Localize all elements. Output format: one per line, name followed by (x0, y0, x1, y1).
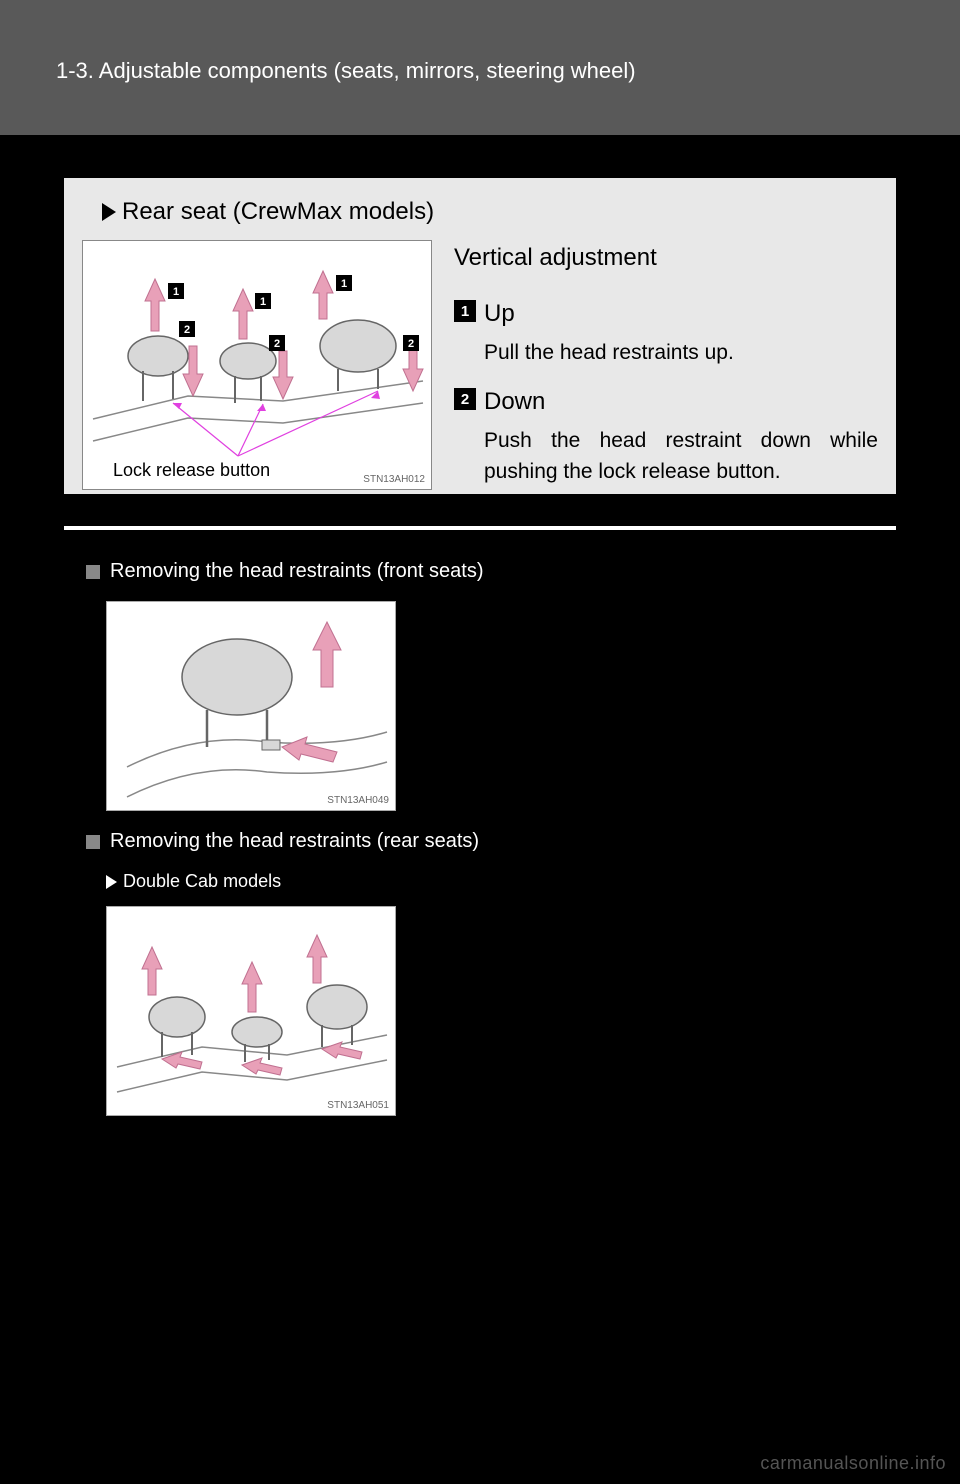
figure-front-seat: STN13AH049 (106, 601, 396, 811)
section-title-1: Removing the head restraints (front seat… (110, 560, 484, 583)
figure-svg-2 (107, 602, 397, 812)
panel-title-row: Rear seat (CrewMax models) (102, 198, 878, 226)
instruction-heading: Vertical adjustment (454, 244, 878, 272)
divider-line (64, 526, 896, 530)
figure-code-1: STN13AH012 (363, 474, 425, 485)
square-bullet-icon (86, 835, 100, 849)
instr-label-2: Down (484, 388, 545, 416)
figure-rear-seat: 1 1 1 2 2 2 Lock (82, 240, 432, 490)
instr-desc-2: Push the head restraint down while pushi… (484, 426, 878, 487)
svg-text:1: 1 (341, 278, 347, 290)
num-badge-1: 1 (454, 300, 476, 322)
figure-code-3: STN13AH051 (327, 1100, 389, 1111)
section-header-1: Removing the head restraints (front seat… (86, 560, 484, 583)
lock-release-label: Lock release button (113, 460, 270, 481)
triangle-right-sm-icon (106, 875, 117, 889)
svg-text:1: 1 (173, 286, 179, 298)
watermark: carmanualsonline.info (760, 1453, 946, 1474)
svg-text:2: 2 (184, 324, 190, 336)
figure-rear-seat-2: STN13AH051 (106, 906, 396, 1116)
section-header-2: Removing the head restraints (rear seats… (86, 830, 479, 853)
section-front-seats: Removing the head restraints (front seat… (86, 560, 484, 811)
triangle-right-icon (102, 203, 116, 221)
sub-label: Double Cab models (123, 871, 281, 892)
grey-instruction-panel: Rear seat (CrewMax models) (64, 178, 896, 494)
instr-desc-1: Pull the head restraints up. (484, 338, 878, 368)
svg-text:2: 2 (408, 338, 414, 350)
figure-svg-3 (107, 907, 397, 1117)
sub-row: Double Cab models (106, 871, 479, 892)
section-title-2: Removing the head restraints (rear seats… (110, 830, 479, 853)
figure-svg: 1 1 1 2 2 2 (83, 241, 433, 491)
panel-body: 1 1 1 2 2 2 Lock (82, 240, 878, 507)
header-section-label: 1-3. Adjustable components (seats, mirro… (56, 58, 960, 84)
section-rear-seats: Removing the head restraints (rear seats… (86, 830, 479, 1116)
figure-code-2: STN13AH049 (327, 795, 389, 806)
instruction-item-1: 1 Up (454, 300, 878, 328)
instruction-column: Vertical adjustment 1 Up Pull the head r… (454, 240, 878, 507)
header-bar: 1-3. Adjustable components (seats, mirro… (0, 0, 960, 135)
panel-title: Rear seat (CrewMax models) (122, 198, 434, 226)
svg-text:1: 1 (260, 296, 266, 308)
num-badge-2: 2 (454, 388, 476, 410)
instr-label-1: Up (484, 300, 515, 328)
svg-text:2: 2 (274, 338, 280, 350)
square-bullet-icon (86, 565, 100, 579)
instruction-item-2: 2 Down (454, 388, 878, 416)
